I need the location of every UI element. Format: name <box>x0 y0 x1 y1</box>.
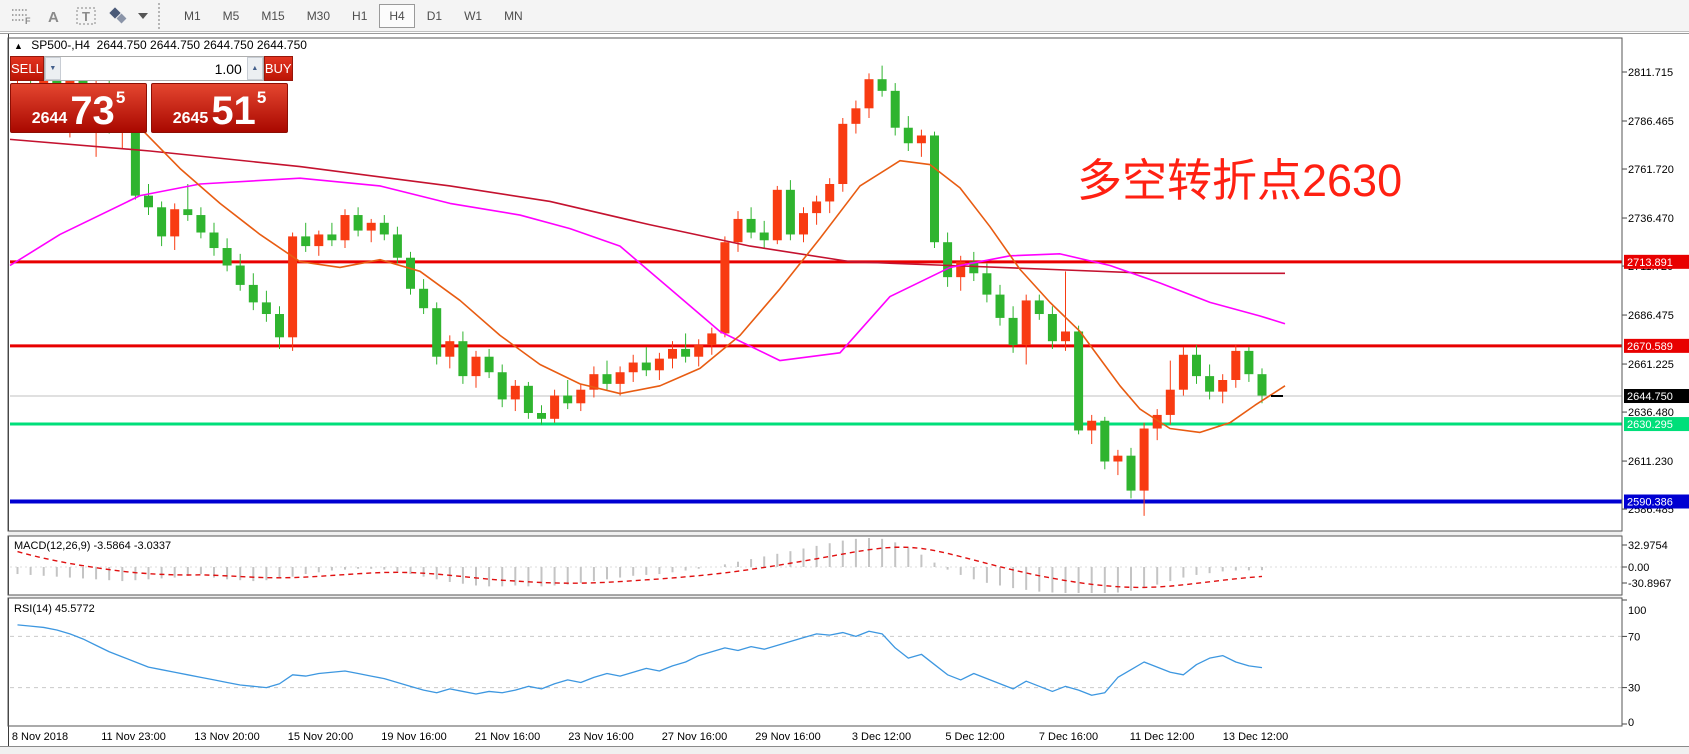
svg-text:30: 30 <box>1628 683 1640 695</box>
svg-text:3 Dec 12:00: 3 Dec 12:00 <box>852 731 911 743</box>
macd-signal-line <box>17 546 1263 589</box>
top-toolbar: F A T M1 M5 M15 M30 H1 H4 D1 W1 MN <box>0 0 1689 32</box>
svg-text:27 Nov 16:00: 27 Nov 16:00 <box>662 731 727 743</box>
ma-slow-line <box>9 177 1286 362</box>
price-badge: 2590.386 <box>1624 494 1689 509</box>
svg-text:23 Nov 16:00: 23 Nov 16:00 <box>568 731 633 743</box>
quote-open: 2644.750 <box>96 38 147 52</box>
quote-close: 2644.750 <box>256 38 307 52</box>
time-axis: 8 Nov 2018 11 Nov 23:00 13 Nov 20:00 15 Nov… <box>12 731 1288 743</box>
svg-text:11 Nov 23:00: 11 Nov 23:00 <box>101 731 166 743</box>
sell-price-handle: 2644 <box>31 110 68 128</box>
timeframe-button-h4[interactable]: H4 <box>379 3 415 28</box>
svg-text:0.00: 0.00 <box>1628 562 1649 574</box>
svg-text:2761.720: 2761.720 <box>1628 164 1674 176</box>
volume-input[interactable] <box>60 57 247 80</box>
svg-text:A: A <box>48 9 59 25</box>
timeframe-button-w1[interactable]: W1 <box>464 8 483 23</box>
svg-text:5 Dec 12:00: 5 Dec 12:00 <box>945 731 1004 743</box>
svg-text:21 Nov 16:00: 21 Nov 16:00 <box>475 731 540 743</box>
price-badge: 2630.295 <box>1624 417 1689 432</box>
chart-title: ▲ SP500-,H4 2644.750 2644.750 2644.750 2… <box>14 38 307 52</box>
svg-text:2713.891: 2713.891 <box>1627 257 1673 269</box>
quote-low: 2644.750 <box>203 38 254 52</box>
svg-text:19 Nov 16:00: 19 Nov 16:00 <box>381 731 446 743</box>
quote-high: 2644.750 <box>150 38 201 52</box>
candles-layer <box>13 65 1267 516</box>
volume-increase-button[interactable]: ▲ <box>246 57 263 80</box>
symbol-period-label: SP500-,H4 <box>31 38 90 52</box>
svg-text:2661.225: 2661.225 <box>1628 359 1674 371</box>
svg-text:2811.715: 2811.715 <box>1628 67 1673 79</box>
rsi-line <box>17 624 1263 696</box>
macd-pane: MACD(12,26,9) -3.5864 -3.0337 32.9754 0.00… <box>10 538 1671 593</box>
chart-annotation-text: 多空转折点2630 <box>1077 155 1403 206</box>
ma-long-line <box>9 138 1285 275</box>
svg-text:2686.475: 2686.475 <box>1628 310 1674 322</box>
price-badge: 2713.891 <box>1624 254 1689 269</box>
volume-stepper: ▼ ▲ <box>43 56 264 81</box>
svg-text:2630.295: 2630.295 <box>1627 419 1673 431</box>
timeframe-button-mn[interactable]: MN <box>504 8 523 23</box>
indicator-window-icon[interactable]: F <box>8 4 36 28</box>
svg-text:13 Dec 12:00: 13 Dec 12:00 <box>1223 731 1288 743</box>
price-badge: 2670.589 <box>1624 338 1689 353</box>
text-box-icon[interactable]: T <box>72 4 100 28</box>
buy-price-handle: 2645 <box>172 110 209 128</box>
price-pane: 2811.7152786.4652761.7202736.4702711.720… <box>10 67 1674 516</box>
svg-text:2670.589: 2670.589 <box>1627 341 1673 353</box>
timeframe-buttons: M1 M5 M15 M30 H1 H4 D1 W1 MN <box>173 3 534 28</box>
dropdown-caret-icon[interactable] <box>136 4 150 28</box>
buy-price-display[interactable]: 2645 51 5 <box>151 83 288 133</box>
svg-text:2786.465: 2786.465 <box>1628 116 1674 128</box>
sell-price-display[interactable]: 2644 73 5 <box>10 83 147 133</box>
one-click-trade-panel: SELL ▼ ▲ BUY 2644 73 5 2645 51 5 <box>10 56 293 133</box>
pane-separators <box>8 531 1622 598</box>
svg-text:-30.8967: -30.8967 <box>1628 578 1671 590</box>
ma-fast-line <box>9 91 1286 434</box>
sell-price-point: 5 <box>115 88 126 107</box>
timeframe-button-m30[interactable]: M30 <box>306 8 331 23</box>
arrow-objects-icon[interactable] <box>104 4 132 28</box>
macd-label: MACD(12,26,9) -3.5864 -3.0337 <box>14 540 171 552</box>
svg-text:13 Nov 20:00: 13 Nov 20:00 <box>194 731 259 743</box>
svg-text:2590.386: 2590.386 <box>1627 497 1673 509</box>
svg-text:32.9754: 32.9754 <box>1628 540 1668 552</box>
timeframe-button-m1[interactable]: M1 <box>184 8 201 23</box>
price-badge: 2644.750 <box>1624 389 1689 404</box>
svg-text:0: 0 <box>1628 717 1634 729</box>
svg-text:11 Dec 12:00: 11 Dec 12:00 <box>1130 731 1195 743</box>
svg-text:15 Nov 20:00: 15 Nov 20:00 <box>288 731 353 743</box>
svg-text:8 Nov 2018: 8 Nov 2018 <box>12 731 68 743</box>
svg-text:29 Nov 16:00: 29 Nov 16:00 <box>755 731 820 743</box>
svg-text:T: T <box>82 9 90 24</box>
sell-button[interactable]: SELL <box>10 56 44 81</box>
svg-text:100: 100 <box>1628 605 1646 617</box>
buy-price-pips: 51 <box>211 89 256 134</box>
timeframe-button-d1[interactable]: D1 <box>426 8 443 23</box>
svg-text:2636.480: 2636.480 <box>1628 407 1674 419</box>
svg-text:7 Dec 16:00: 7 Dec 16:00 <box>1039 731 1098 743</box>
toolbar-separator <box>158 2 165 29</box>
timeframe-button-h1[interactable]: H1 <box>352 8 368 23</box>
svg-text:70: 70 <box>1628 631 1640 643</box>
sell-price-pips: 73 <box>70 89 115 134</box>
collapse-triangle-icon[interactable]: ▲ <box>14 41 23 51</box>
timeframe-button-m15[interactable]: M15 <box>261 8 285 23</box>
buy-price-point: 5 <box>256 88 267 107</box>
volume-decrease-button[interactable]: ▼ <box>44 57 61 80</box>
rsi-label: RSI(14) 45.5772 <box>14 603 95 615</box>
timeframe-button-m5[interactable]: M5 <box>222 8 240 23</box>
svg-text:2611.230: 2611.230 <box>1628 456 1673 468</box>
rsi-pane: RSI(14) 45.5772 100 70 30 0 <box>10 599 1646 729</box>
buy-button[interactable]: BUY <box>263 56 293 81</box>
bottom-panel-edge <box>0 746 1689 754</box>
svg-text:2644.750: 2644.750 <box>1627 391 1673 403</box>
text-label-icon[interactable]: A <box>40 4 68 28</box>
svg-text:2736.470: 2736.470 <box>1628 213 1674 225</box>
svg-text:F: F <box>25 16 31 25</box>
